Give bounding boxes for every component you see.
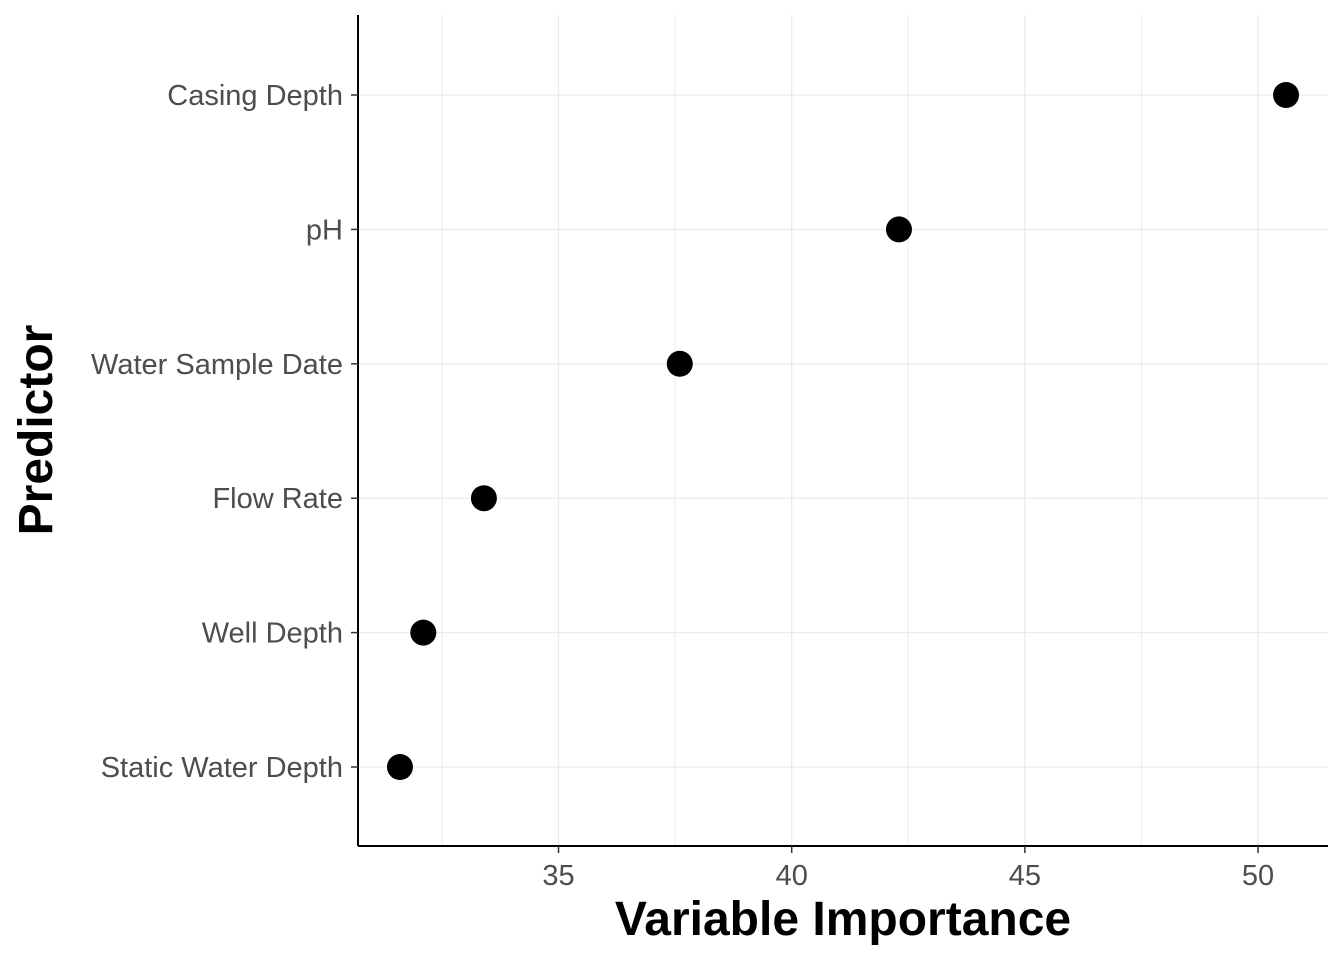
data-point: [386, 754, 413, 780]
data-point: [1273, 82, 1300, 108]
x-tick-label: 50: [1242, 860, 1274, 892]
y-tick-labels: Static Water Depth Well Depth Flow Rate Wat…: [91, 80, 343, 784]
data-point: [885, 216, 912, 243]
axes: [351, 15, 1328, 853]
x-tick-label: 45: [1009, 860, 1041, 892]
y-tick-label: Static Water Depth: [101, 752, 343, 784]
grid-lines: [358, 15, 1328, 846]
y-tick-label: Flow Rate: [212, 483, 343, 515]
y-axis-title: Predictor: [10, 325, 63, 536]
y-tick-label: pH: [306, 214, 343, 246]
data-points: [386, 82, 1300, 780]
y-tick-label: Water Sample Date: [91, 349, 343, 381]
data-point: [410, 619, 437, 646]
data-point: [666, 350, 693, 377]
x-tick-label: 35: [542, 860, 574, 892]
data-point: [470, 485, 497, 512]
x-axis-title: Variable Importance: [615, 893, 1071, 946]
y-tick-label: Well Depth: [202, 618, 343, 650]
y-tick-label: Casing Depth: [167, 80, 343, 112]
x-tick-labels: 35 40 45 50: [542, 860, 1274, 892]
x-tick-label: 40: [776, 860, 808, 892]
